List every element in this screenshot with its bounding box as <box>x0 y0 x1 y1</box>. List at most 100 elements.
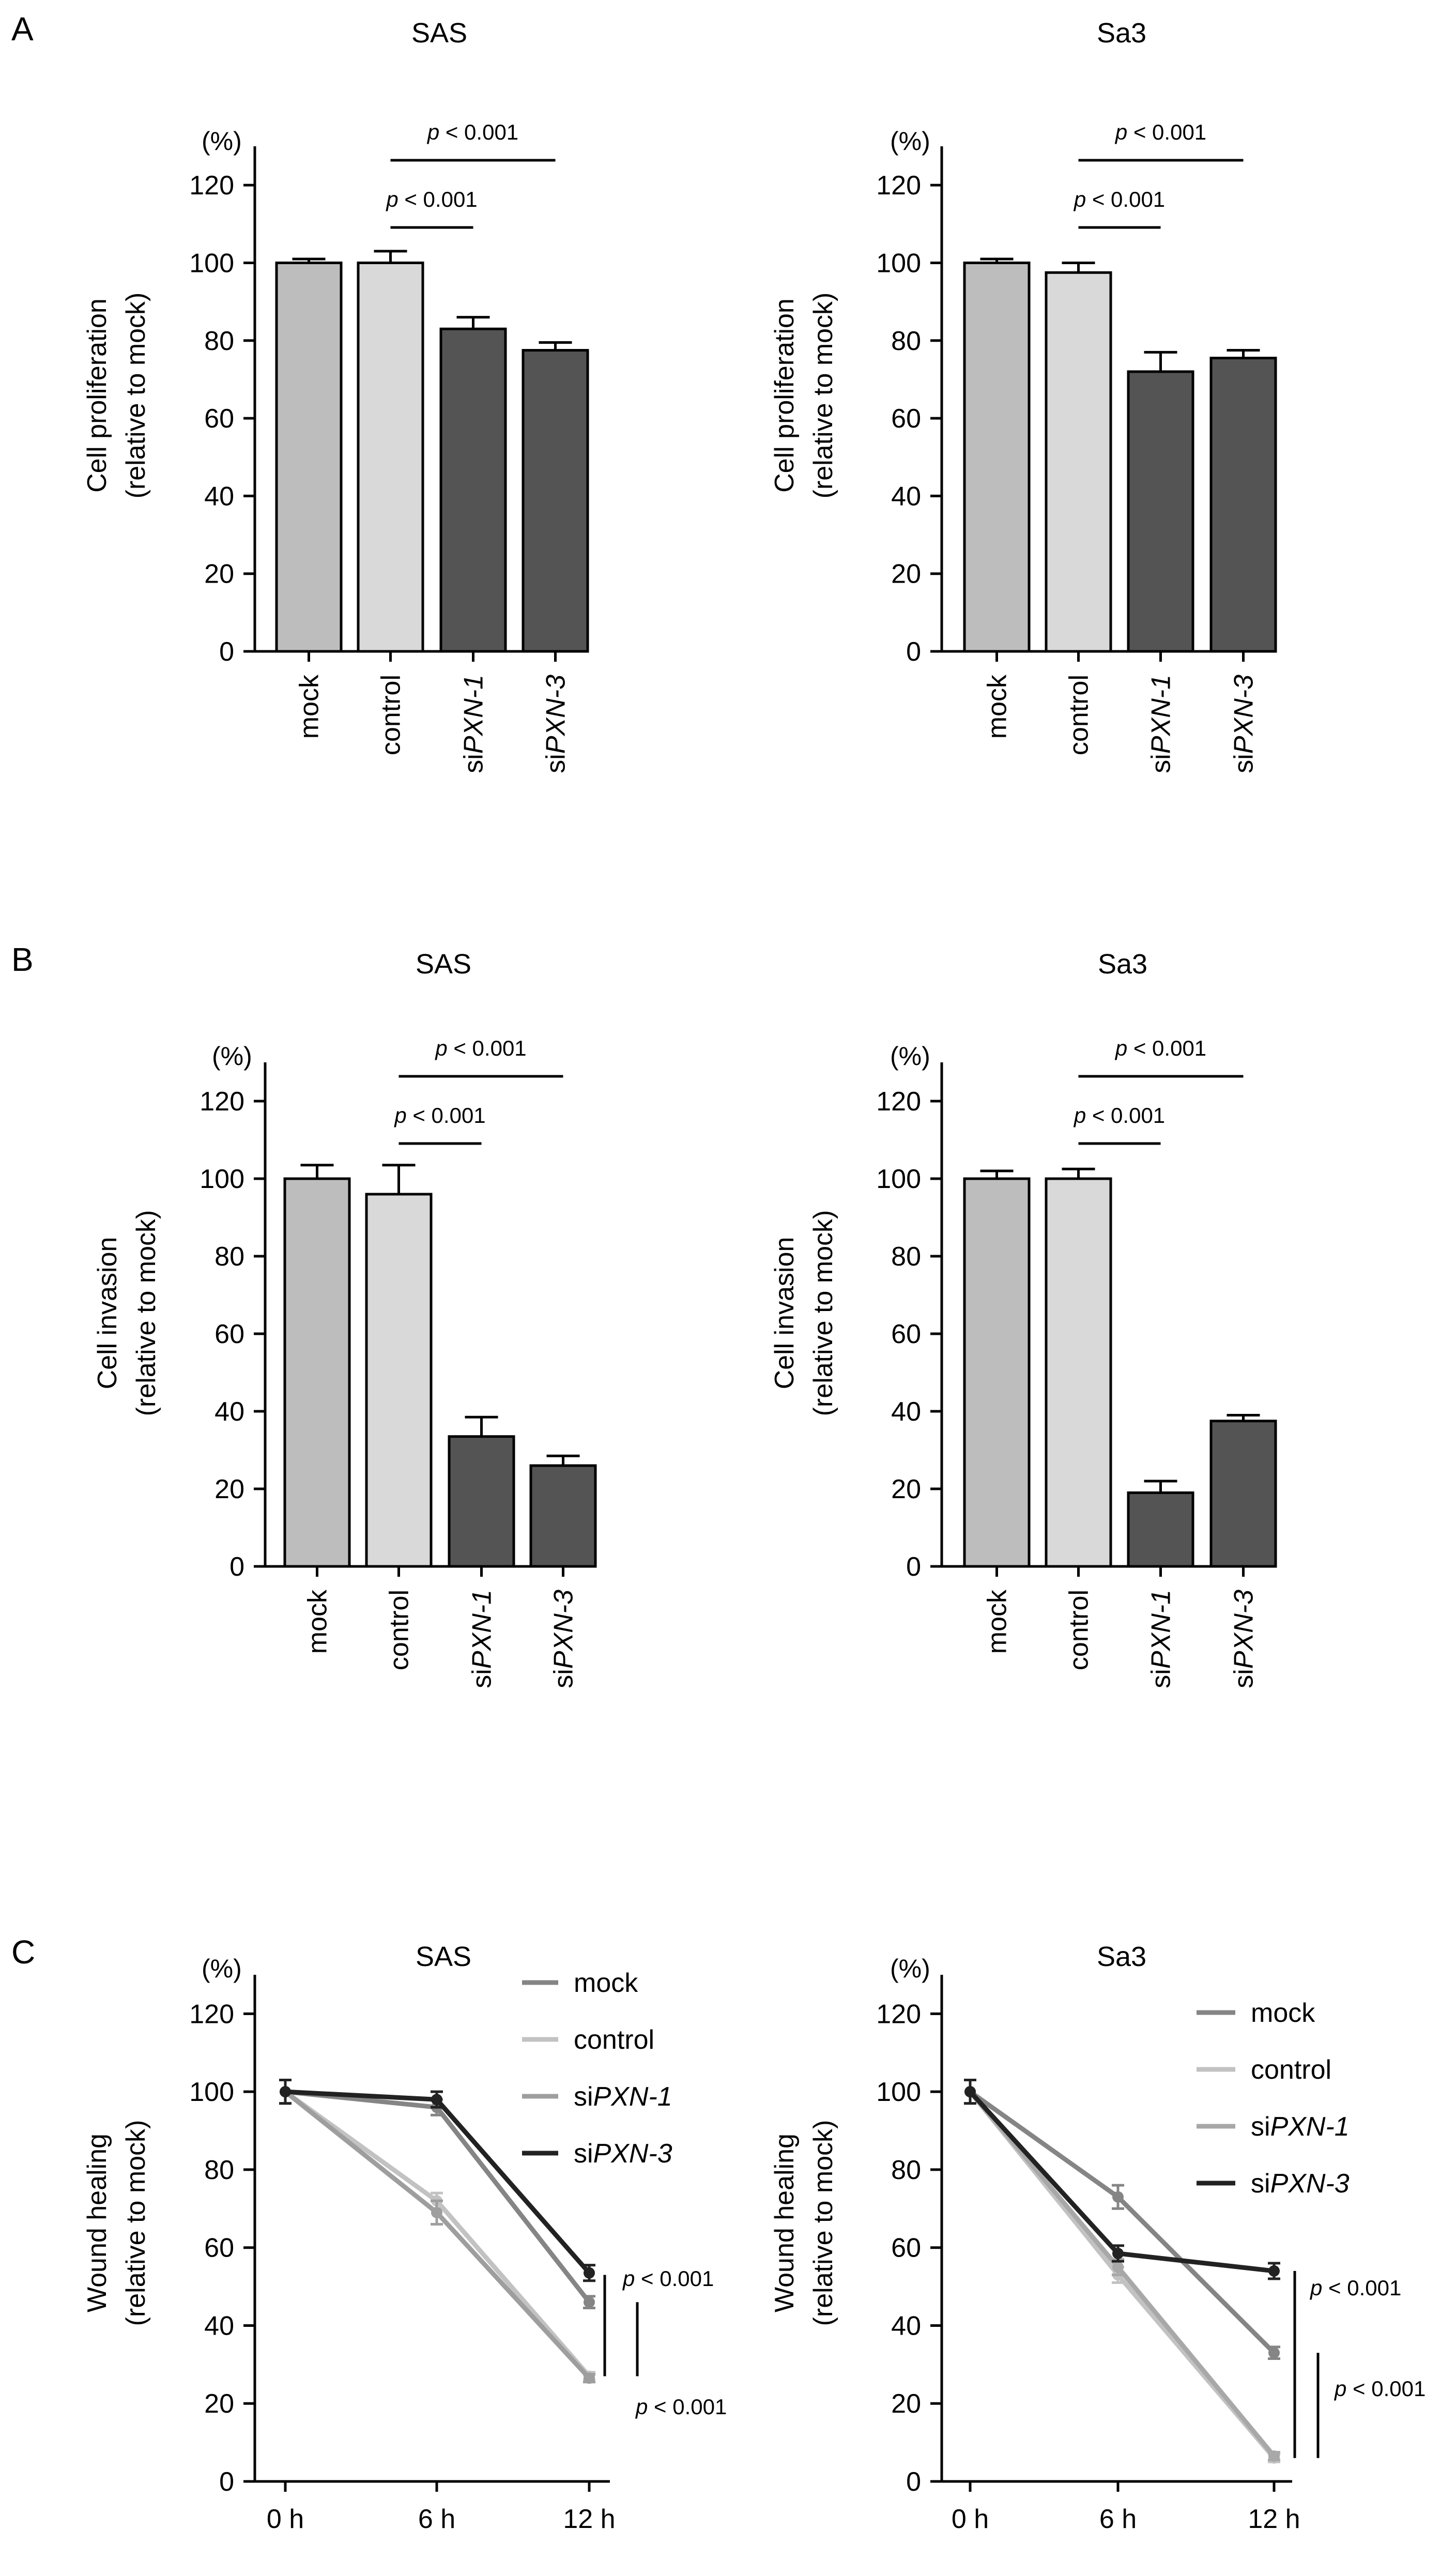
series-point <box>584 2372 595 2384</box>
y-tick-label: 100 <box>189 2077 234 2107</box>
significance-label-value: < 0.001 <box>1127 1036 1206 1060</box>
x-category-label-name: PXN-1 <box>1146 675 1176 754</box>
bar <box>1045 1177 1112 1568</box>
y-tick-label: 40 <box>891 2311 921 2341</box>
y-tick-label: 20 <box>891 1474 921 1504</box>
chart-b-sa3: Sa3 (%) Cell invasion (relative to mock) 0 20… <box>770 949 1277 1688</box>
significance-label-value: < 0.001 <box>407 1103 486 1127</box>
x-category-label-name: PXN-3 <box>549 1590 579 1669</box>
x-tick-label: 6 h <box>418 2504 455 2534</box>
chart-title: SAS <box>416 1941 471 1972</box>
x-category-label: mock <box>295 674 325 739</box>
y-tick-label: 80 <box>214 1242 244 1272</box>
y-tick-label: 80 <box>891 1242 921 1272</box>
y-tick-label: 20 <box>891 2389 921 2419</box>
series-point <box>1268 2265 1280 2277</box>
legend-label: siPXN-3 <box>574 2139 672 2169</box>
x-tick-label: 12 h <box>563 2504 615 2534</box>
chart-title: Sa3 <box>1097 18 1146 49</box>
unit-label: (%) <box>202 127 242 156</box>
legend-label-name: PXN-1 <box>1270 2112 1350 2142</box>
y-tick-label: 60 <box>214 1319 244 1349</box>
significance-label-value: < 0.001 <box>399 187 478 211</box>
y-tick-label: 120 <box>876 1087 921 1117</box>
chart-title: Sa3 <box>1097 1941 1146 1972</box>
series-point <box>584 2267 595 2279</box>
significance-label: p < 0.001 <box>393 1103 485 1127</box>
legend-label-name: mock <box>574 1968 638 1998</box>
y-axis-label-line1: Cell proliferation <box>770 298 800 493</box>
bar <box>439 327 507 653</box>
x-category-label: siPXN-1 <box>1146 675 1176 773</box>
series-point <box>1112 2261 1124 2273</box>
y-tick-label: 20 <box>204 559 234 589</box>
series-point <box>1268 2347 1280 2359</box>
panel-label-c: C <box>11 1933 35 1971</box>
significance-label-value: < 0.001 <box>1127 120 1206 144</box>
y-tick-label: 100 <box>189 248 234 278</box>
x-category-label-name: mock <box>295 674 325 739</box>
series-point <box>1112 2248 1124 2259</box>
series-point <box>964 2086 976 2098</box>
x-category-label: control <box>1064 1590 1094 1670</box>
y-tick-label: 0 <box>906 637 921 667</box>
legend-label: mock <box>574 1968 638 1998</box>
panel-label-b: B <box>11 941 34 978</box>
bar <box>448 1435 515 1568</box>
significance-label-value: < 0.001 <box>448 1036 527 1060</box>
x-category-label-prefix: si <box>541 754 571 773</box>
significance-label-p: p <box>1114 120 1127 144</box>
y-tick-label: 0 <box>906 1552 921 1582</box>
series-point <box>431 2094 442 2106</box>
y-tick-label: 40 <box>891 1397 921 1427</box>
chart-a-sa3: Sa3 (%) Cell proliferation (relative to moc… <box>770 18 1277 773</box>
significance-label-p: p <box>385 187 398 211</box>
x-tick-label: 0 h <box>267 2504 304 2534</box>
y-tick-label: 40 <box>214 1397 244 1427</box>
x-category-label: control <box>1064 675 1094 755</box>
significance-label-p: p <box>1073 1103 1086 1127</box>
bar <box>283 1177 351 1568</box>
significance-label-value: < 0.001 <box>648 2395 727 2419</box>
significance-label: p < 0.001 <box>1114 1036 1206 1060</box>
significance-label: p < 0.001 <box>1334 2376 1426 2401</box>
significance-label: p < 0.001 <box>1114 120 1206 144</box>
y-tick-label: 120 <box>876 171 921 201</box>
y-tick-label: 20 <box>204 2389 234 2419</box>
y-tick-label: 120 <box>876 1999 921 2029</box>
bar <box>529 1464 597 1568</box>
significance-label: p < 0.001 <box>1309 2276 1401 2300</box>
y-axis-label-line2: (relative to mock) <box>121 2120 151 2326</box>
series-line <box>284 2090 591 2378</box>
x-category-label-name: control <box>1064 675 1094 755</box>
chart-b-sas: SAS (%) Cell invasion (relative to mock) 0 20… <box>93 949 597 1688</box>
legend-label: control <box>1251 2055 1331 2085</box>
y-axis-label-line1: Wound healing <box>770 2134 800 2312</box>
y-axis-label-line1: Wound healing <box>82 2134 112 2312</box>
chart-c-sa3: Sa3 (%) Wound healing (relative to mock) 0 20… <box>770 1941 1426 2534</box>
x-category-label: siPXN-3 <box>1229 1590 1259 1688</box>
y-axis-label-line2: (relative to mock) <box>808 2120 838 2326</box>
y-tick-label: 0 <box>219 2467 234 2497</box>
y-tick-label: 0 <box>229 1552 244 1582</box>
bar <box>1209 1420 1277 1568</box>
x-category-label-name: mock <box>983 674 1013 739</box>
legend-label-name: PXN-3 <box>1270 2169 1350 2199</box>
series-point <box>1112 2191 1124 2203</box>
y-tick-label: 60 <box>204 2233 234 2263</box>
x-category-label: mock <box>983 1589 1013 1654</box>
y-tick-label: 120 <box>189 171 234 201</box>
unit-label: (%) <box>212 1042 252 1071</box>
x-category-label: siPXN-3 <box>549 1590 579 1688</box>
series-point <box>584 2296 595 2308</box>
chart-title: Sa3 <box>1098 949 1147 980</box>
legend-label-prefix: si <box>574 2139 593 2169</box>
legend-label-prefix: si <box>574 2082 593 2112</box>
bar <box>365 1193 433 1568</box>
series-point <box>1268 2450 1280 2462</box>
x-category-label-name: mock <box>983 1589 1013 1654</box>
y-tick-label: 60 <box>891 2233 921 2263</box>
legend-label-prefix: si <box>1251 2112 1270 2142</box>
y-tick-label: 120 <box>200 1087 244 1117</box>
panel-label-a: A <box>11 10 34 48</box>
